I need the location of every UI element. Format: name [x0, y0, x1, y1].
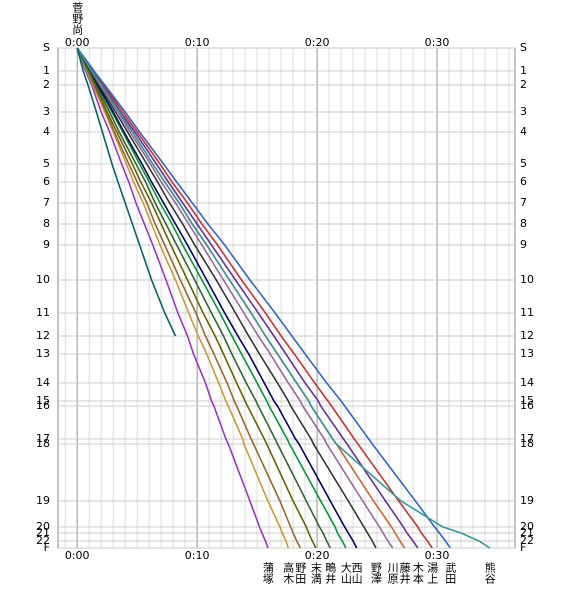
y-tick-label: 15	[520, 394, 534, 407]
x-tick-label: 0:30	[425, 549, 450, 562]
y-tick-label: 17	[520, 432, 534, 445]
y-tick-label: 11	[520, 306, 534, 319]
y-tick-label: F	[520, 541, 526, 554]
y-tick-label: 18	[36, 437, 50, 450]
y-tick-label: 8	[43, 217, 50, 230]
y-tick-label: 2	[43, 78, 50, 91]
runner-line	[76, 47, 433, 549]
runner-line	[76, 47, 332, 549]
y-tick-label: 3	[43, 105, 50, 118]
y-tick-label: 22	[520, 534, 534, 547]
runner-name: 高木	[282, 561, 295, 585]
y-tick-label: 5	[520, 157, 527, 170]
x-tick-label: 0:00	[65, 549, 90, 562]
x-tick-label: 0:20	[305, 36, 330, 49]
runner-line	[76, 47, 290, 549]
y-tick-label: 21	[520, 526, 534, 539]
runner-name: 熊谷	[483, 561, 496, 585]
x-tick-label: 0:10	[185, 36, 210, 49]
y-tick-label: 5	[43, 157, 50, 170]
runner-name: 大山	[339, 561, 352, 584]
runner-name: 野澤	[369, 562, 382, 584]
runner-name: 藤井	[398, 562, 411, 585]
runner-name: 菅野尚	[71, 2, 84, 36]
y-tick-label: 1	[43, 64, 50, 77]
runner-line	[76, 47, 177, 337]
y-tick-label: 10	[520, 273, 534, 286]
y-tick-label: 7	[43, 196, 50, 209]
y-tick-label: 12	[520, 329, 534, 342]
y-tick-label: 3	[520, 105, 527, 118]
y-tick-label: 6	[43, 175, 50, 188]
y-tick-label: 7	[520, 196, 527, 209]
y-tick-label: 9	[43, 238, 50, 251]
runner-name: 鴫井	[324, 561, 337, 585]
y-tick-label: 19	[36, 494, 50, 507]
y-tick-label: 13	[36, 347, 50, 360]
y-tick-label: 2	[520, 78, 527, 91]
y-tick-label: 16	[520, 399, 534, 412]
runner-line	[76, 47, 419, 549]
y-tick-label: S	[520, 41, 527, 54]
x-tick-label: 0:20	[305, 549, 330, 562]
y-tick-label: F	[44, 541, 50, 554]
runner-name: 西山	[350, 562, 363, 584]
runner-line	[76, 47, 302, 549]
y-tick-label: 6	[520, 175, 527, 188]
y-tick-label: 18	[520, 437, 534, 450]
runner-line	[76, 47, 394, 549]
y-tick-label: 14	[520, 376, 534, 389]
y-tick-label: 4	[520, 125, 527, 138]
y-tick-label: 4	[43, 125, 50, 138]
y-tick-label: 10	[36, 273, 50, 286]
y-tick-label: 15	[36, 394, 50, 407]
y-tick-label: 8	[520, 217, 527, 230]
runner-name: 武田	[444, 562, 457, 584]
y-tick-label: 19	[520, 494, 534, 507]
y-tick-label: 11	[36, 306, 50, 319]
y-tick-label: 21	[36, 526, 50, 539]
runner-line	[76, 47, 491, 549]
runner-line	[76, 47, 269, 549]
y-tick-label: 17	[36, 432, 50, 445]
y-tick-label: 20	[520, 520, 534, 533]
y-tick-label: 20	[36, 520, 50, 533]
x-tick-label: 0:30	[425, 36, 450, 49]
x-tick-label: 0:00	[65, 36, 90, 49]
y-tick-label: 12	[36, 329, 50, 342]
runner-name: 野田	[294, 562, 307, 584]
y-tick-label: 9	[520, 238, 527, 251]
y-tick-label: 13	[520, 347, 534, 360]
y-tick-label: S	[43, 41, 50, 54]
runner-line	[76, 47, 358, 549]
runner-name: 木本	[411, 562, 424, 585]
y-tick-label: 1	[520, 64, 527, 77]
y-tick-label: 22	[36, 534, 50, 547]
runner-line	[76, 47, 377, 549]
x-tick-label: 0:10	[185, 549, 210, 562]
runner-name: 末満	[309, 561, 322, 585]
runner-line	[76, 47, 347, 549]
runner-name: 川原	[386, 562, 399, 584]
runner-line	[76, 47, 451, 549]
y-tick-label: 16	[36, 399, 50, 412]
runner-name: 湯上	[426, 562, 439, 584]
runner-line	[76, 47, 317, 549]
y-tick-label: 14	[36, 376, 50, 389]
runner-name: 蒲塚	[261, 561, 274, 584]
